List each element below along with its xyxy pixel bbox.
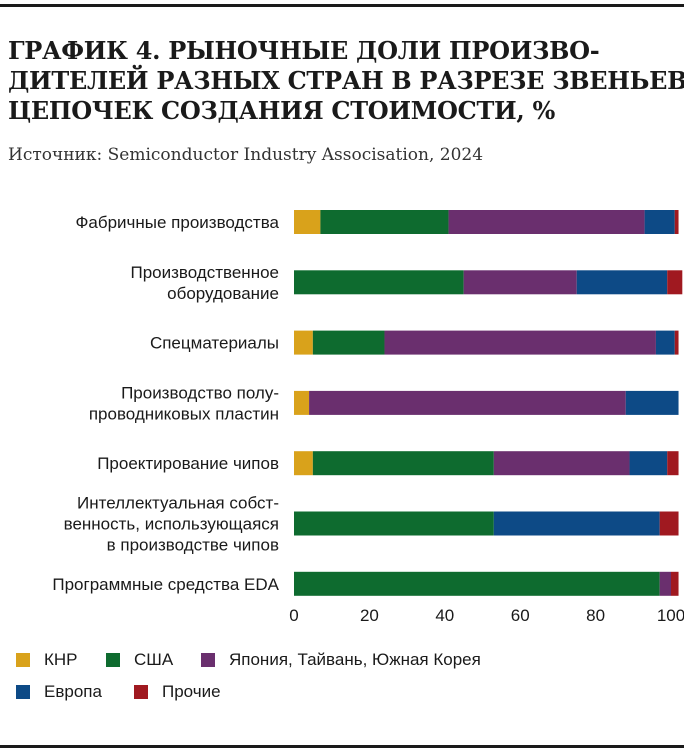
category-label-line: Интеллектуальная собст- [77, 494, 279, 513]
category-label-line: оборудование [167, 284, 279, 303]
x-tick-label: 0 [289, 606, 298, 625]
bar-segment [667, 270, 683, 295]
chart-source: Источник: Semiconductor Industry Associs… [8, 145, 484, 165]
bar-segment [625, 390, 679, 415]
top-rule [0, 4, 684, 7]
category-label-line: Программные средства EDA [52, 575, 279, 594]
bar-segment [294, 270, 464, 295]
legend-item: Европа [16, 682, 102, 702]
chart-title-line: ГРАФИК 4. РЫНОЧНЫЕ ДОЛИ ПРОИЗВО- [8, 36, 600, 65]
category-label: Проектирование чипов [97, 454, 279, 473]
category-label: Спецматериалы [150, 334, 279, 353]
bar-segment [448, 210, 645, 234]
category-label: Программные средства EDA [52, 575, 279, 594]
bar-segment [667, 451, 679, 476]
stacked-bar-chart: Фабричные производства Производственное об… [52, 210, 684, 625]
legend-swatch [16, 685, 30, 699]
bar-segment [463, 270, 577, 295]
category-label-line: Фабричные производства [75, 213, 279, 232]
legend-label: Европа [44, 682, 102, 701]
category-label-line: Проектирование чипов [97, 454, 279, 473]
bar-segment [309, 390, 626, 415]
bar-segment [674, 210, 679, 234]
legend-label: Прочие [162, 682, 221, 701]
bar-segment [294, 511, 494, 536]
bar-segment [671, 571, 679, 596]
bar-segment [312, 451, 494, 476]
legend-swatch [106, 653, 120, 667]
bottom-rule [0, 745, 684, 748]
legend-item: КНР [16, 650, 78, 670]
bar-segment [320, 210, 449, 234]
legend-item: Япония, Тайвань, Южная Корея [201, 650, 481, 670]
bar-segment [294, 390, 310, 415]
x-tick-label: 100 [657, 606, 684, 625]
bar-segment [493, 511, 660, 536]
x-tick-label: 60 [511, 606, 530, 625]
category-label-line: венность, использующаяся [64, 515, 279, 534]
bar-segment [674, 330, 679, 355]
category-label-line: Производство полу- [121, 383, 279, 402]
bar-segment [493, 451, 630, 476]
legend-label: Япония, Тайвань, Южная Корея [229, 650, 481, 669]
category-label: Производство полу-проводниковых пластин [89, 383, 279, 423]
bar-segment [294, 330, 313, 355]
bar-segment [659, 511, 679, 536]
legend-swatch [16, 653, 30, 667]
x-tick-label: 20 [360, 606, 379, 625]
x-tick-label: 40 [435, 606, 454, 625]
legend-item: Прочие [134, 682, 221, 702]
bar-segment [644, 210, 675, 234]
chart-title-line: ДИТЕЛЕЙ РАЗНЫХ СТРАН В РАЗРЕЗЕ ЗВЕНЬЕВ [8, 66, 684, 95]
bar-segment [629, 451, 668, 476]
category-label-line: Производственное [130, 263, 279, 282]
category-label-line: Спецматериалы [150, 334, 279, 353]
legend-item: США [106, 650, 173, 670]
bar-segment [294, 210, 321, 234]
legend-label: США [134, 650, 174, 669]
category-label-line: в производстве чипов [107, 536, 279, 555]
bar-segment [659, 571, 671, 596]
category-label: Производственное оборудование [130, 263, 279, 303]
legend-swatch [201, 653, 215, 667]
bar-segment [384, 330, 656, 355]
legend-label: КНР [44, 650, 78, 669]
bar-segment [576, 270, 668, 295]
category-label: Интеллектуальная собст-венность, использ… [64, 494, 279, 555]
x-tick-label: 80 [586, 606, 605, 625]
category-label: Фабричные производства [75, 213, 279, 232]
chart-title-line: ЦЕПОЧЕК СОЗДАНИЯ СТОИМОСТИ, % [8, 96, 555, 125]
legend-swatch [134, 685, 148, 699]
category-label-line: проводниковых пластин [89, 404, 279, 423]
bar-segment [294, 571, 660, 596]
bar-segment [312, 330, 385, 355]
bar-segment [294, 451, 313, 476]
chart-title: ГРАФИК 4. РЫНОЧНЫЕ ДОЛИ ПРОИЗВО- ДИТЕЛЕЙ… [8, 36, 684, 126]
bar-segment [655, 330, 675, 355]
